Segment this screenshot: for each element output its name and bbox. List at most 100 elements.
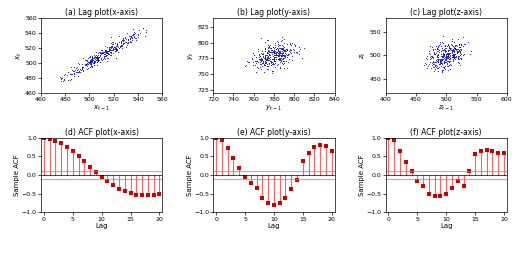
Point: [97, 48, 105, 52]
Point: [117, 44, 125, 48]
Point: [454, 50, 462, 54]
Point: [279, 59, 287, 63]
Point: [449, 47, 457, 51]
Point: [116, 45, 124, 49]
Point: [431, 52, 439, 56]
Point: [444, 56, 453, 60]
Point: [96, 50, 104, 55]
Point: [428, 45, 436, 49]
Point: [290, 42, 298, 46]
Point: [106, 47, 114, 51]
Point: [264, 38, 272, 42]
Point: [444, 43, 452, 47]
Point: [119, 37, 127, 41]
Point: [98, 58, 106, 62]
Point: [451, 55, 459, 59]
Point: [443, 55, 452, 59]
Point: [448, 37, 456, 41]
Point: [437, 49, 445, 53]
Point: [117, 39, 125, 44]
Point: [424, 49, 433, 54]
Point: [94, 58, 102, 62]
Point: [94, 56, 102, 60]
Point: [440, 60, 448, 64]
Point: [274, 47, 283, 51]
Point: [266, 53, 274, 57]
Point: [443, 54, 452, 58]
Point: [113, 48, 121, 52]
Point: [126, 36, 134, 40]
Point: [270, 46, 278, 50]
Point: [76, 68, 84, 72]
Point: [141, 34, 149, 38]
Point: [263, 53, 271, 57]
Point: [432, 63, 440, 67]
Point: [87, 62, 95, 66]
Point: [270, 48, 279, 52]
Point: [430, 52, 438, 56]
Point: [426, 66, 435, 70]
Point: [430, 50, 438, 54]
Point: [443, 56, 451, 60]
Point: [101, 52, 109, 56]
Point: [440, 51, 448, 56]
Point: [127, 35, 135, 39]
Point: [115, 34, 123, 38]
Point: [265, 53, 273, 57]
Point: [251, 59, 260, 63]
Point: [69, 69, 77, 73]
Point: [453, 44, 461, 48]
Point: [447, 41, 456, 46]
Point: [265, 52, 273, 56]
Point: [280, 59, 288, 63]
Point: [280, 53, 288, 57]
Point: [280, 59, 288, 63]
Point: [457, 47, 465, 51]
Title: (a) Lag plot(x-axis): (a) Lag plot(x-axis): [65, 8, 138, 17]
Point: [434, 47, 442, 51]
Point: [88, 58, 96, 62]
X-axis label: Lag: Lag: [440, 223, 453, 229]
Point: [276, 51, 285, 55]
Point: [274, 57, 282, 61]
Point: [441, 49, 450, 53]
Point: [139, 26, 147, 30]
Point: [457, 48, 465, 52]
Point: [445, 48, 453, 52]
Point: [446, 54, 454, 58]
Point: [266, 43, 274, 47]
Point: [444, 54, 453, 58]
Point: [257, 67, 265, 71]
Point: [78, 65, 86, 69]
Point: [250, 59, 259, 63]
Point: [450, 53, 458, 57]
Point: [265, 50, 273, 55]
Point: [94, 50, 102, 54]
Point: [103, 59, 111, 63]
Point: [277, 53, 285, 57]
Point: [445, 63, 453, 67]
Point: [430, 65, 438, 69]
Title: (b) Lag plot(y-axis): (b) Lag plot(y-axis): [238, 8, 310, 17]
Point: [84, 60, 92, 64]
Point: [437, 68, 445, 72]
Point: [464, 40, 472, 44]
Point: [106, 45, 114, 49]
Point: [261, 63, 269, 67]
Point: [444, 57, 453, 61]
Point: [266, 49, 274, 54]
Point: [429, 56, 437, 60]
Point: [442, 44, 451, 48]
Point: [68, 72, 76, 76]
Point: [433, 49, 441, 53]
Point: [455, 42, 463, 46]
Point: [278, 53, 286, 57]
Point: [280, 41, 288, 45]
Point: [97, 57, 105, 61]
Point: [108, 44, 116, 48]
Point: [261, 46, 269, 50]
Point: [260, 56, 268, 60]
Point: [454, 49, 462, 53]
Point: [113, 45, 121, 49]
Point: [90, 53, 98, 57]
